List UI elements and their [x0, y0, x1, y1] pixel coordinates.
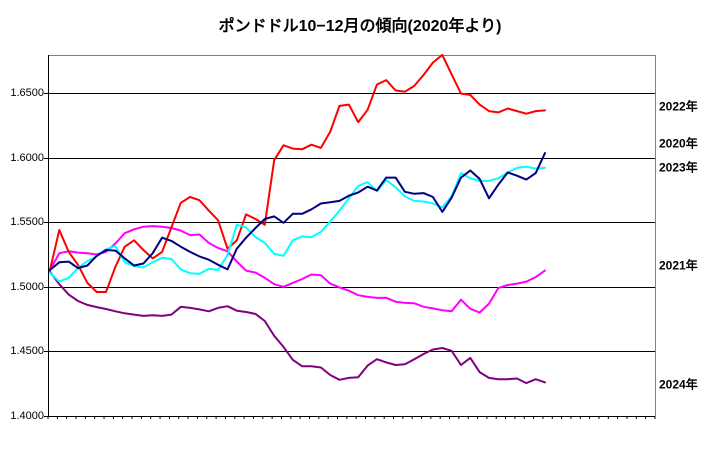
series-line-2023年 [49, 165, 546, 283]
series-label-2024年: 2024年 [659, 377, 698, 392]
y-axis-label: 1.5000 [10, 280, 44, 293]
y-axis-label: 1.5500 [10, 216, 44, 229]
series-line-2021年 [49, 225, 546, 314]
y-axis-label: 1.6500 [10, 87, 44, 99]
y-axis-label: 1.4500 [10, 345, 44, 358]
series-line-2024年 [49, 270, 546, 385]
chart-title: ポンドドル10−12月の傾向(2020年より) [218, 18, 502, 35]
series-line-2020年 [49, 152, 546, 271]
series-label-2023年: 2023年 [659, 160, 698, 175]
series-label-2021年: 2021年 [659, 258, 698, 273]
series-label-2022年: 2022年 [659, 99, 698, 114]
y-axis-label: 1.6000 [10, 151, 44, 164]
series-label-2020年: 2020年 [659, 136, 698, 151]
y-axis-label: 1.4000 [10, 410, 44, 422]
series-line-2022年 [49, 53, 546, 293]
